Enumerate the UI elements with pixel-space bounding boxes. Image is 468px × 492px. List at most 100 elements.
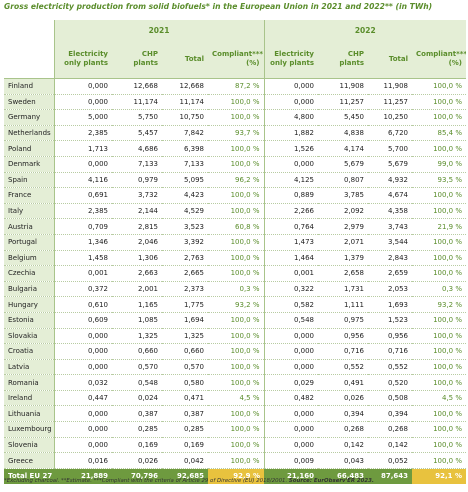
value-cell: 2,843 [368,250,412,267]
footnote: *Excluding charcoal. **Estimate. ***Comp… [4,478,466,484]
table-row: Poland 1,713 4,686 6,398 100,0 % 1,526 4,174 5,… [4,140,466,157]
value-cell: 4,125 [263,172,318,189]
value-cell: 0,716 [368,343,412,360]
country-cell: Estonia [4,312,54,329]
value-cell: 100,0 % [208,421,264,438]
value-cell: 0,052 [368,452,412,469]
value-cell: 100,0 % [208,328,264,345]
value-cell: 11,257 [318,94,368,111]
table-row: Spain 4,116 0,979 5,095 96,2 % 4,125 0,807 4,93… [4,172,466,189]
value-cell: 1,526 [263,140,318,157]
value-cell: 100,0 % [412,328,466,345]
value-cell: 0,000 [53,343,112,360]
value-cell: 100,0 % [412,187,466,204]
value-cell: 0,009 [263,452,318,469]
value-cell: 4,529 [162,203,208,220]
value-cell: 2,373 [162,281,208,298]
table-row: Estonia 0,609 1,085 1,694 100,0 % 0,548 0,975 1… [4,312,466,329]
table-row: Portugal 1,346 2,046 3,392 100,0 % 1,473 2,071… [4,234,466,251]
value-cell: 11,908 [318,78,368,95]
value-cell: 100,0 % [208,94,264,111]
value-cell: 85,4 % [412,125,466,142]
value-cell: 3,732 [112,187,162,204]
table-row: Luxembourg 0,000 0,285 0,285 100,0 % 0,000 0,2… [4,421,466,438]
value-cell: 0,043 [318,452,368,469]
value-cell: 0,169 [112,437,162,454]
value-cell: 0,975 [318,312,368,329]
value-cell: 0,000 [263,405,318,423]
column-header: Electricity only plants [53,40,112,79]
value-cell: 100,0 % [412,78,466,95]
data-table: 2021 2022 Electricity only plants CHP plan… [4,20,466,484]
value-cell: 0,268 [318,421,368,438]
table-row: Netherlands 2,385 5,457 7,842 93,7 % 1,882 4,8… [4,125,466,142]
country-cell: France [4,187,54,204]
value-cell: 6,720 [368,125,412,142]
value-cell: 87,643 [368,468,412,484]
value-cell: 5,700 [368,140,412,157]
value-cell: 1,693 [368,296,412,313]
value-cell: 21,160 [264,468,318,484]
value-cell: 0,956 [368,328,412,345]
value-cell: 93,5 % [412,172,466,189]
value-cell: 1,882 [263,125,318,142]
value-cell: 100,0 % [208,437,264,454]
value-cell: 0,660 [162,343,208,360]
value-cell: 11,174 [112,94,162,111]
table-row: Slovenia 0,000 0,169 0,169 100,0 % 0,000 0,142… [4,437,466,454]
table-body: Finland 0,000 12,668 12,668 87,2 % 0,000 11,90… [4,78,466,484]
value-cell: 0,001 [263,265,318,282]
value-cell: 0,042 [162,452,208,469]
value-cell: 100,0 % [208,312,264,329]
column-header: Compliant*** (%) [412,40,466,79]
value-cell: 3,544 [368,234,412,251]
value-cell: 0,387 [112,405,162,423]
value-cell: 10,250 [368,109,412,126]
column-header: CHP plants [112,40,162,79]
value-cell: 4,5 % [412,390,466,407]
value-cell: 12,668 [162,78,208,95]
value-cell: 2,815 [112,218,162,235]
value-cell: 0,142 [318,437,368,454]
value-cell: 7,842 [162,125,208,142]
value-cell: 0,716 [318,343,368,360]
value-cell: 4,800 [263,109,318,126]
value-cell: 2,092 [318,203,368,220]
value-cell: 100,0 % [412,265,466,282]
value-cell: 100,0 % [208,109,264,126]
value-cell: 100,0 % [412,437,466,454]
value-cell: 11,908 [368,78,412,95]
country-cell: Netherlands [4,125,54,142]
country-cell: Croatia [4,343,54,360]
value-cell: 0,570 [162,359,208,376]
value-cell: 0,142 [368,437,412,454]
corner [4,40,54,79]
country-cell: Austria [4,218,54,235]
value-cell: 4,116 [53,172,112,189]
value-cell: 4,932 [368,172,412,189]
value-cell: 100,0 % [208,156,264,173]
value-cell: 0,372 [53,281,112,298]
value-cell: 5,095 [162,172,208,189]
value-cell: 100,0 % [412,359,466,376]
value-cell: 0,520 [368,374,412,391]
value-cell: 0,610 [53,296,112,313]
country-cell: Slovakia [4,328,54,345]
country-cell: Italy [4,203,54,220]
value-cell: 5,750 [112,109,162,126]
value-cell: 0,001 [53,265,112,282]
value-cell: 100,0 % [412,405,466,423]
value-cell: 0,979 [112,172,162,189]
table-row: Belgium 1,458 1,306 2,763 100,0 % 1,464 1,379 2… [4,250,466,267]
value-cell: 100,0 % [208,359,264,376]
value-cell: 0,387 [162,405,208,423]
value-cell: 1,111 [318,296,368,313]
country-cell: Lithuania [4,405,54,423]
value-cell: 12,668 [112,78,162,95]
value-cell: 2,665 [162,265,208,282]
value-cell: 100,0 % [412,234,466,251]
value-cell: 70,796 [112,468,162,484]
value-cell: 2,001 [112,281,162,298]
country-cell: Finland [4,78,54,95]
country-cell: Sweden [4,94,54,111]
